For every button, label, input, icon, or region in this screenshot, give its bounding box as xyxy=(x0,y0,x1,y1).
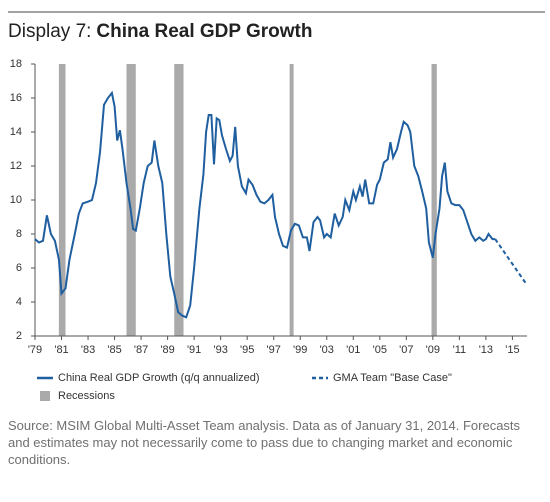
series-line xyxy=(494,238,528,286)
y-tick-label: 4 xyxy=(16,296,22,308)
recession-band xyxy=(126,64,136,336)
y-tick-label: 6 xyxy=(16,262,22,274)
legend-label: Recessions xyxy=(58,390,115,402)
x-tick-label: '93 xyxy=(213,344,227,356)
x-tick-label: '99 xyxy=(293,344,307,356)
title-label: Display 7: xyxy=(8,21,91,42)
y-tick-label: 10 xyxy=(10,194,22,206)
y-tick-label: 8 xyxy=(16,228,22,240)
y-tick-label: 14 xyxy=(10,126,22,138)
x-tick-label: '07 xyxy=(399,344,413,356)
x-tick-label: '09 xyxy=(426,344,440,356)
x-tick-label: '13 xyxy=(479,344,493,356)
x-tick-label: '79 xyxy=(28,344,42,356)
recession-band xyxy=(174,64,184,336)
legend-label: China Real GDP Growth (q/q annualized) xyxy=(58,372,260,384)
x-tick-label: '87 xyxy=(134,344,148,356)
legend-label: GMA Team "Base Case" xyxy=(333,372,452,384)
y-tick-label: 18 xyxy=(10,58,22,70)
x-tick-label: '97 xyxy=(267,344,281,356)
x-tick-label: '15 xyxy=(505,344,519,356)
x-tick-label: '05 xyxy=(373,344,387,356)
x-tick-label: '03 xyxy=(320,344,334,356)
x-tick-label: '11 xyxy=(453,344,467,356)
x-tick-label: '81 xyxy=(54,344,68,356)
title: Display 7: China Real GDP Growth xyxy=(8,21,313,42)
y-tick-label: 12 xyxy=(10,160,22,172)
x-tick-label: '01 xyxy=(346,344,360,356)
series-line xyxy=(34,90,496,319)
source-note: Source: MSIM Global Multi-Asset Team ana… xyxy=(8,418,521,467)
legend-swatch xyxy=(40,391,50,401)
title-main: China Real GDP Growth xyxy=(96,21,312,42)
recession-band xyxy=(289,64,294,336)
y-tick-label: 16 xyxy=(10,92,22,104)
chart: Display 7: China Real GDP Growth 2 4 6 8 10 12… xyxy=(8,11,545,402)
x-tick-label: '85 xyxy=(107,344,121,356)
x-tick-label: '83 xyxy=(81,344,95,356)
x-tick-label: '91 xyxy=(187,344,201,356)
y-tick-label: 2 xyxy=(16,330,22,342)
x-tick-label: '89 xyxy=(160,344,174,356)
x-tick-label: '95 xyxy=(240,344,254,356)
recession-band xyxy=(58,64,66,336)
recession-band xyxy=(431,64,437,336)
